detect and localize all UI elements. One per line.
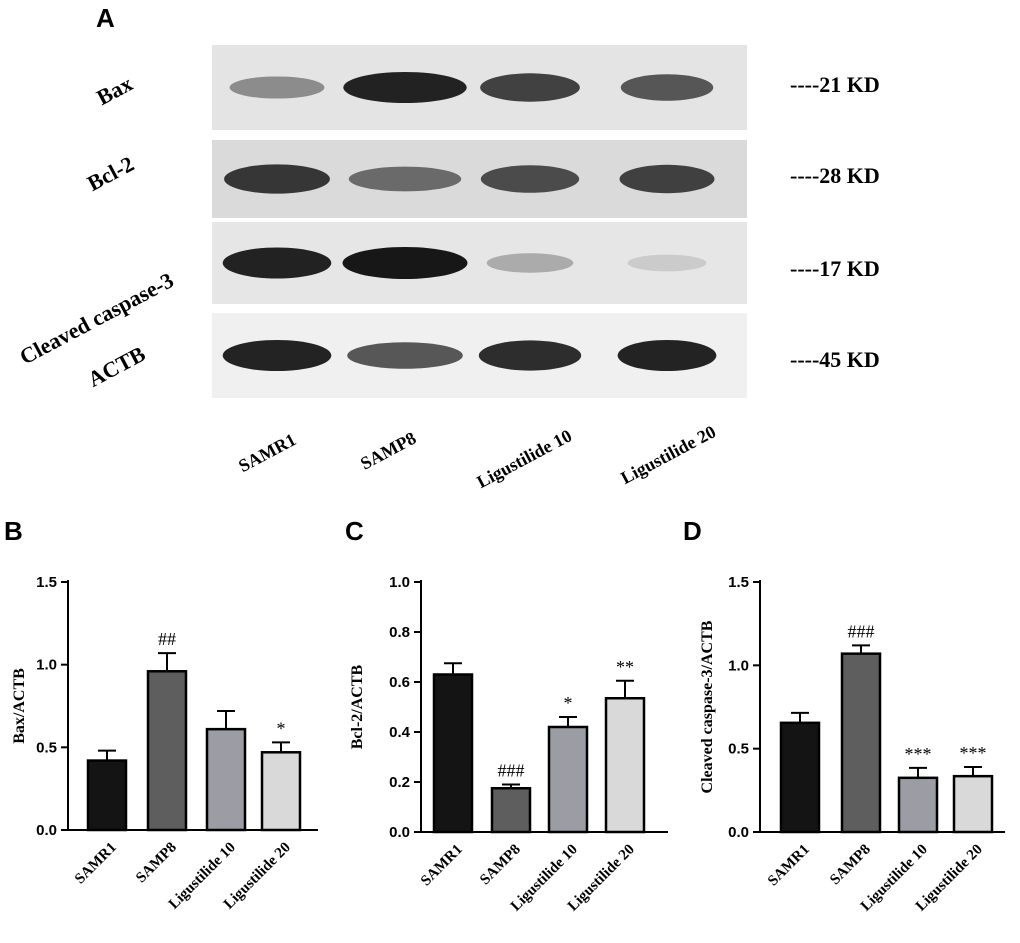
lane-label-ligustilide-10: Ligustilide 10 <box>473 425 575 492</box>
panel-c-bar-samp8 <box>490 787 532 834</box>
panel-d-bar-ligustilide-10 <box>897 776 939 834</box>
blot-label-actb: ACTB <box>84 341 150 392</box>
band-actb-ligustilide-10 <box>478 340 582 371</box>
bar-chart-bcl2: C 0.0 0.2 0.4 0.6 0.8 1.0 Bcl-2/ACTB SAMR1 ### SAM… <box>345 516 668 914</box>
kd-label-bax: ----21 KD <box>790 72 880 97</box>
panel-c-bar-ligustilide-10 <box>547 725 589 834</box>
band-bax-samp8 <box>343 71 467 104</box>
western-blot-panel: Bax ----21 KD Bcl-2 ----28 KD Cleaved caspas… <box>15 45 880 492</box>
panel-d-y-tick-label: 1.5 <box>728 574 749 591</box>
blot-label-cleaved-caspase-3: Cleaved caspase-3 <box>15 267 177 369</box>
panel-d-y-tick-label: 0.5 <box>728 741 749 758</box>
band-actb-ligustilide-20 <box>617 339 717 372</box>
panel-b-significance-mark: ## <box>158 629 176 649</box>
panel-b-y-tick-label: 1.5 <box>36 574 57 591</box>
panel-c-y-tick-label: 0.8 <box>389 624 410 641</box>
band-cleaved-caspase-3-ligustilide-20 <box>627 254 707 272</box>
panel-c-significance-mark: ** <box>616 657 634 677</box>
panel-c-y-tick-label: 0.6 <box>389 674 410 691</box>
panel-c-category-label-samr1: SAMR1 <box>418 842 466 890</box>
kd-label-actb: ----45 KD <box>790 347 880 372</box>
panel-d-y-axis-label: Cleaved caspase-3/ACTB <box>699 620 716 793</box>
panel-d-category-label-samp8: SAMP8 <box>827 842 874 889</box>
panel-d-significance-mark: *** <box>905 744 932 764</box>
lane-label-samr1: SAMR1 <box>235 429 299 476</box>
panel-d-bar-samp8 <box>840 652 882 834</box>
panel-b-letter: B <box>4 516 23 546</box>
band-bax-samr1 <box>229 76 325 99</box>
panel-b-y-tick-label: 1.0 <box>36 657 57 674</box>
band-actb-samp8 <box>347 342 463 369</box>
panel-b-significance-mark: * <box>277 718 286 738</box>
panel-d-significance-mark: *** <box>960 743 987 763</box>
panel-d-category-label-samr1: SAMR1 <box>765 842 813 890</box>
band-bcl-2-ligustilide-20 <box>619 164 715 194</box>
kd-label-bcl-2: ----28 KD <box>790 163 880 188</box>
band-bax-ligustilide-20 <box>620 74 714 101</box>
panel-c-y-tick-label: 1.0 <box>389 574 410 591</box>
panel-b-bar-samr1 <box>86 759 128 832</box>
panel-c-y-axis-label: Bcl-2/ACTB <box>349 664 366 749</box>
panel-b-y-axis-label: Bax/ACTB <box>11 668 28 744</box>
panel-b-category-label-samp8: SAMP8 <box>133 840 180 887</box>
panel-b-y-tick-label: 0.0 <box>36 822 57 839</box>
panel-c-letter: C <box>345 516 364 546</box>
band-bcl-2-samr1 <box>224 164 330 194</box>
blot-label-bcl-2: Bcl-2 <box>83 151 138 196</box>
band-bcl-2-samp8 <box>348 166 462 192</box>
lane-label-ligustilide-20: Ligustilide 20 <box>617 421 719 488</box>
panel-letter-a: A <box>96 3 115 33</box>
bar-chart-bax: B0.00.51.01.5Bax/ACTBSAMR1##SAMP8Ligusti… <box>4 516 318 912</box>
panel-c-significance-mark: ### <box>498 761 525 781</box>
kd-label-cleaved-caspase-3: ----17 KD <box>790 256 880 281</box>
panel-d-bar-samr1 <box>779 721 821 834</box>
band-bax-ligustilide-10 <box>480 73 580 102</box>
panel-d-significance-mark: ### <box>848 621 875 641</box>
panel-d-y-tick-label: 1.0 <box>728 657 749 674</box>
band-cleaved-caspase-3-samr1 <box>222 247 332 279</box>
panel-c-category-label-samp8: SAMP8 <box>477 842 524 889</box>
panel-b-bar-samp8 <box>146 670 188 832</box>
panel-b-category-label-samr1: SAMR1 <box>72 840 120 888</box>
panel-c-y-tick-label: 0.2 <box>389 774 410 791</box>
blot-label-bax: Bax <box>92 71 136 110</box>
panel-c-y-tick-label: 0.4 <box>389 724 411 741</box>
panel-d-y-tick-label: 0.0 <box>728 824 749 841</box>
panel-b-y-tick-label: 0.5 <box>36 739 57 756</box>
lane-label-samp8: SAMP8 <box>357 428 419 474</box>
panel-c-bar-samr1 <box>432 673 474 834</box>
panel-b-bar-ligustilide-10 <box>205 727 247 832</box>
band-cleaved-caspase-3-ligustilide-10 <box>486 253 574 273</box>
band-cleaved-caspase-3-samp8 <box>342 247 468 279</box>
panel-c-bar-ligustilide-20 <box>604 697 646 834</box>
panel-c-significance-mark: * <box>564 693 573 713</box>
band-bcl-2-ligustilide-10 <box>480 165 580 193</box>
panel-c-y-tick-label: 0.0 <box>389 824 410 841</box>
bar-chart-caspase3: D 0.0 0.5 1.0 1.5 Cleaved caspase-3/ACTB SAMR1… <box>683 516 1005 914</box>
panel-d-bar-ligustilide-20 <box>952 774 994 834</box>
panel-d-letter: D <box>683 516 702 546</box>
panel-b-bar-ligustilide-20 <box>260 751 302 832</box>
band-actb-samr1 <box>222 339 332 372</box>
